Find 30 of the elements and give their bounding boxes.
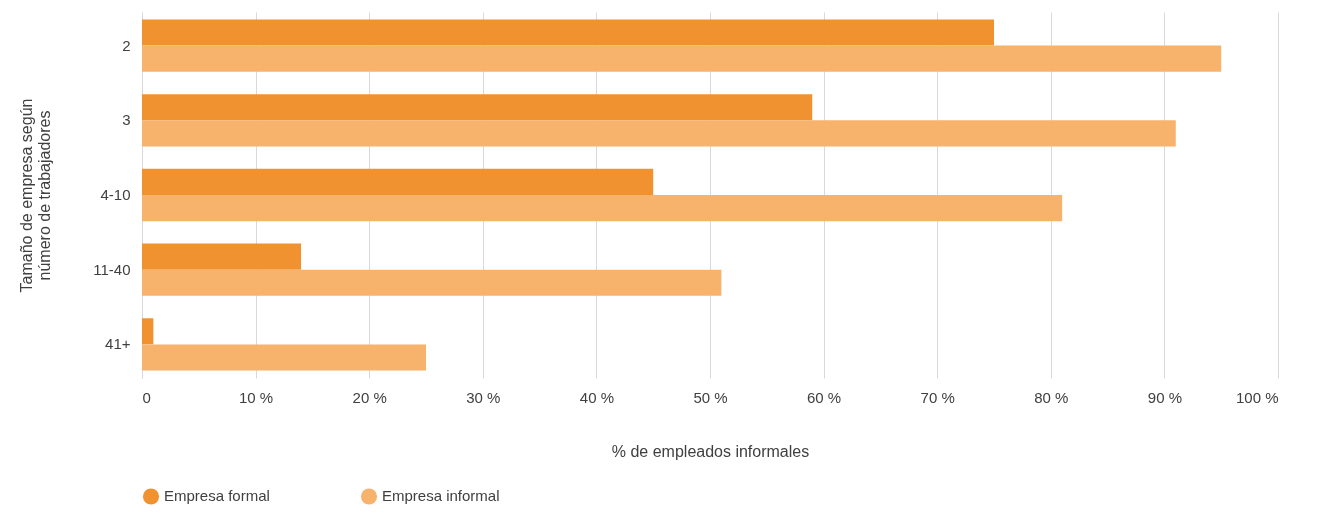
x-axis-title: % de empleados informales — [611, 442, 810, 460]
legend-label: Empresa informal — [382, 487, 500, 505]
y-tick-label: 3 — [122, 111, 131, 129]
x-tick-label: 40 % — [579, 388, 614, 406]
bar — [142, 45, 1222, 72]
x-tick-label: 30 % — [466, 388, 501, 406]
bar — [142, 344, 426, 371]
bar — [142, 168, 654, 195]
x-tick-label: 90 % — [1147, 388, 1182, 406]
y-axis-title: Tamaño de empresa según número de trabajadores — [18, 98, 54, 293]
x-tick-label: 70 % — [920, 388, 955, 406]
bar — [142, 94, 813, 121]
x-tick-label: 80 % — [1034, 388, 1069, 406]
bar — [142, 120, 1176, 147]
x-tick-label: 0 — [142, 388, 151, 406]
x-tick-label: 20 % — [352, 388, 387, 406]
y-tick-label: 2 — [122, 36, 131, 54]
y-tick-label: 41+ — [105, 335, 131, 353]
x-tick-label: 50 % — [693, 388, 728, 406]
x-tick-label: 10 % — [239, 388, 274, 406]
y-tick-label: 4-10 — [100, 186, 131, 203]
bar — [142, 243, 302, 270]
bar — [142, 269, 722, 296]
y-tick-label: 11-40 — [93, 260, 131, 278]
bar — [142, 19, 994, 46]
legend-label: Empresa formal — [164, 487, 270, 505]
bar — [142, 318, 154, 345]
x-tick-label: 60 % — [807, 388, 842, 406]
bar — [142, 195, 1063, 222]
x-tick-label: 100 % — [1235, 388, 1279, 406]
